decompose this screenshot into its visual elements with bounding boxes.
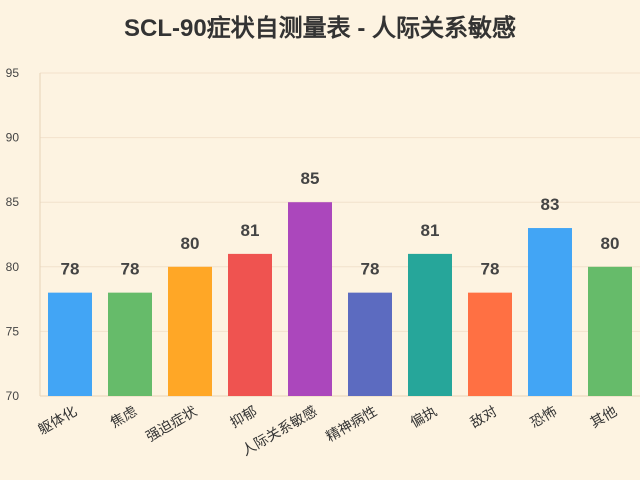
bar <box>588 266 632 396</box>
data-label: 78 <box>481 260 500 279</box>
chart-title: SCL-90症状自测量表 - 人际关系敏感 <box>123 15 516 42</box>
bar <box>348 292 392 396</box>
y-tick-label: 70 <box>6 389 20 403</box>
bar <box>408 253 452 396</box>
bar <box>168 266 212 396</box>
x-tick-label: 焦虑 <box>108 404 140 432</box>
bar <box>228 253 272 396</box>
data-label: 78 <box>61 260 80 279</box>
y-tick-label: 90 <box>6 131 20 145</box>
x-tick-label: 躯体化 <box>36 404 80 439</box>
data-label: 80 <box>601 234 620 253</box>
x-tick-label: 偏执 <box>408 404 440 432</box>
data-label: 81 <box>241 221 260 240</box>
bar <box>528 228 572 396</box>
y-tick-label: 80 <box>6 260 20 274</box>
data-label: 83 <box>541 195 560 214</box>
x-tick-label: 其他 <box>588 404 620 432</box>
bar <box>108 292 152 396</box>
y-tick-label: 95 <box>6 66 20 80</box>
data-label: 80 <box>181 234 200 253</box>
data-label: 85 <box>301 169 320 188</box>
x-tick-label: 强迫症状 <box>144 404 200 446</box>
x-tick-label: 抑郁 <box>228 404 260 432</box>
bar <box>468 292 512 396</box>
x-tick-label: 恐怖 <box>527 403 560 432</box>
x-tick-label: 精神病性 <box>324 404 380 446</box>
data-label: 78 <box>121 260 140 279</box>
data-label: 81 <box>421 221 440 240</box>
data-label: 78 <box>361 260 380 279</box>
bar <box>288 202 332 396</box>
y-tick-label: 85 <box>6 195 20 209</box>
y-tick-label: 75 <box>6 324 20 338</box>
x-tick-label: 敌对 <box>468 404 500 432</box>
bar <box>48 292 92 396</box>
